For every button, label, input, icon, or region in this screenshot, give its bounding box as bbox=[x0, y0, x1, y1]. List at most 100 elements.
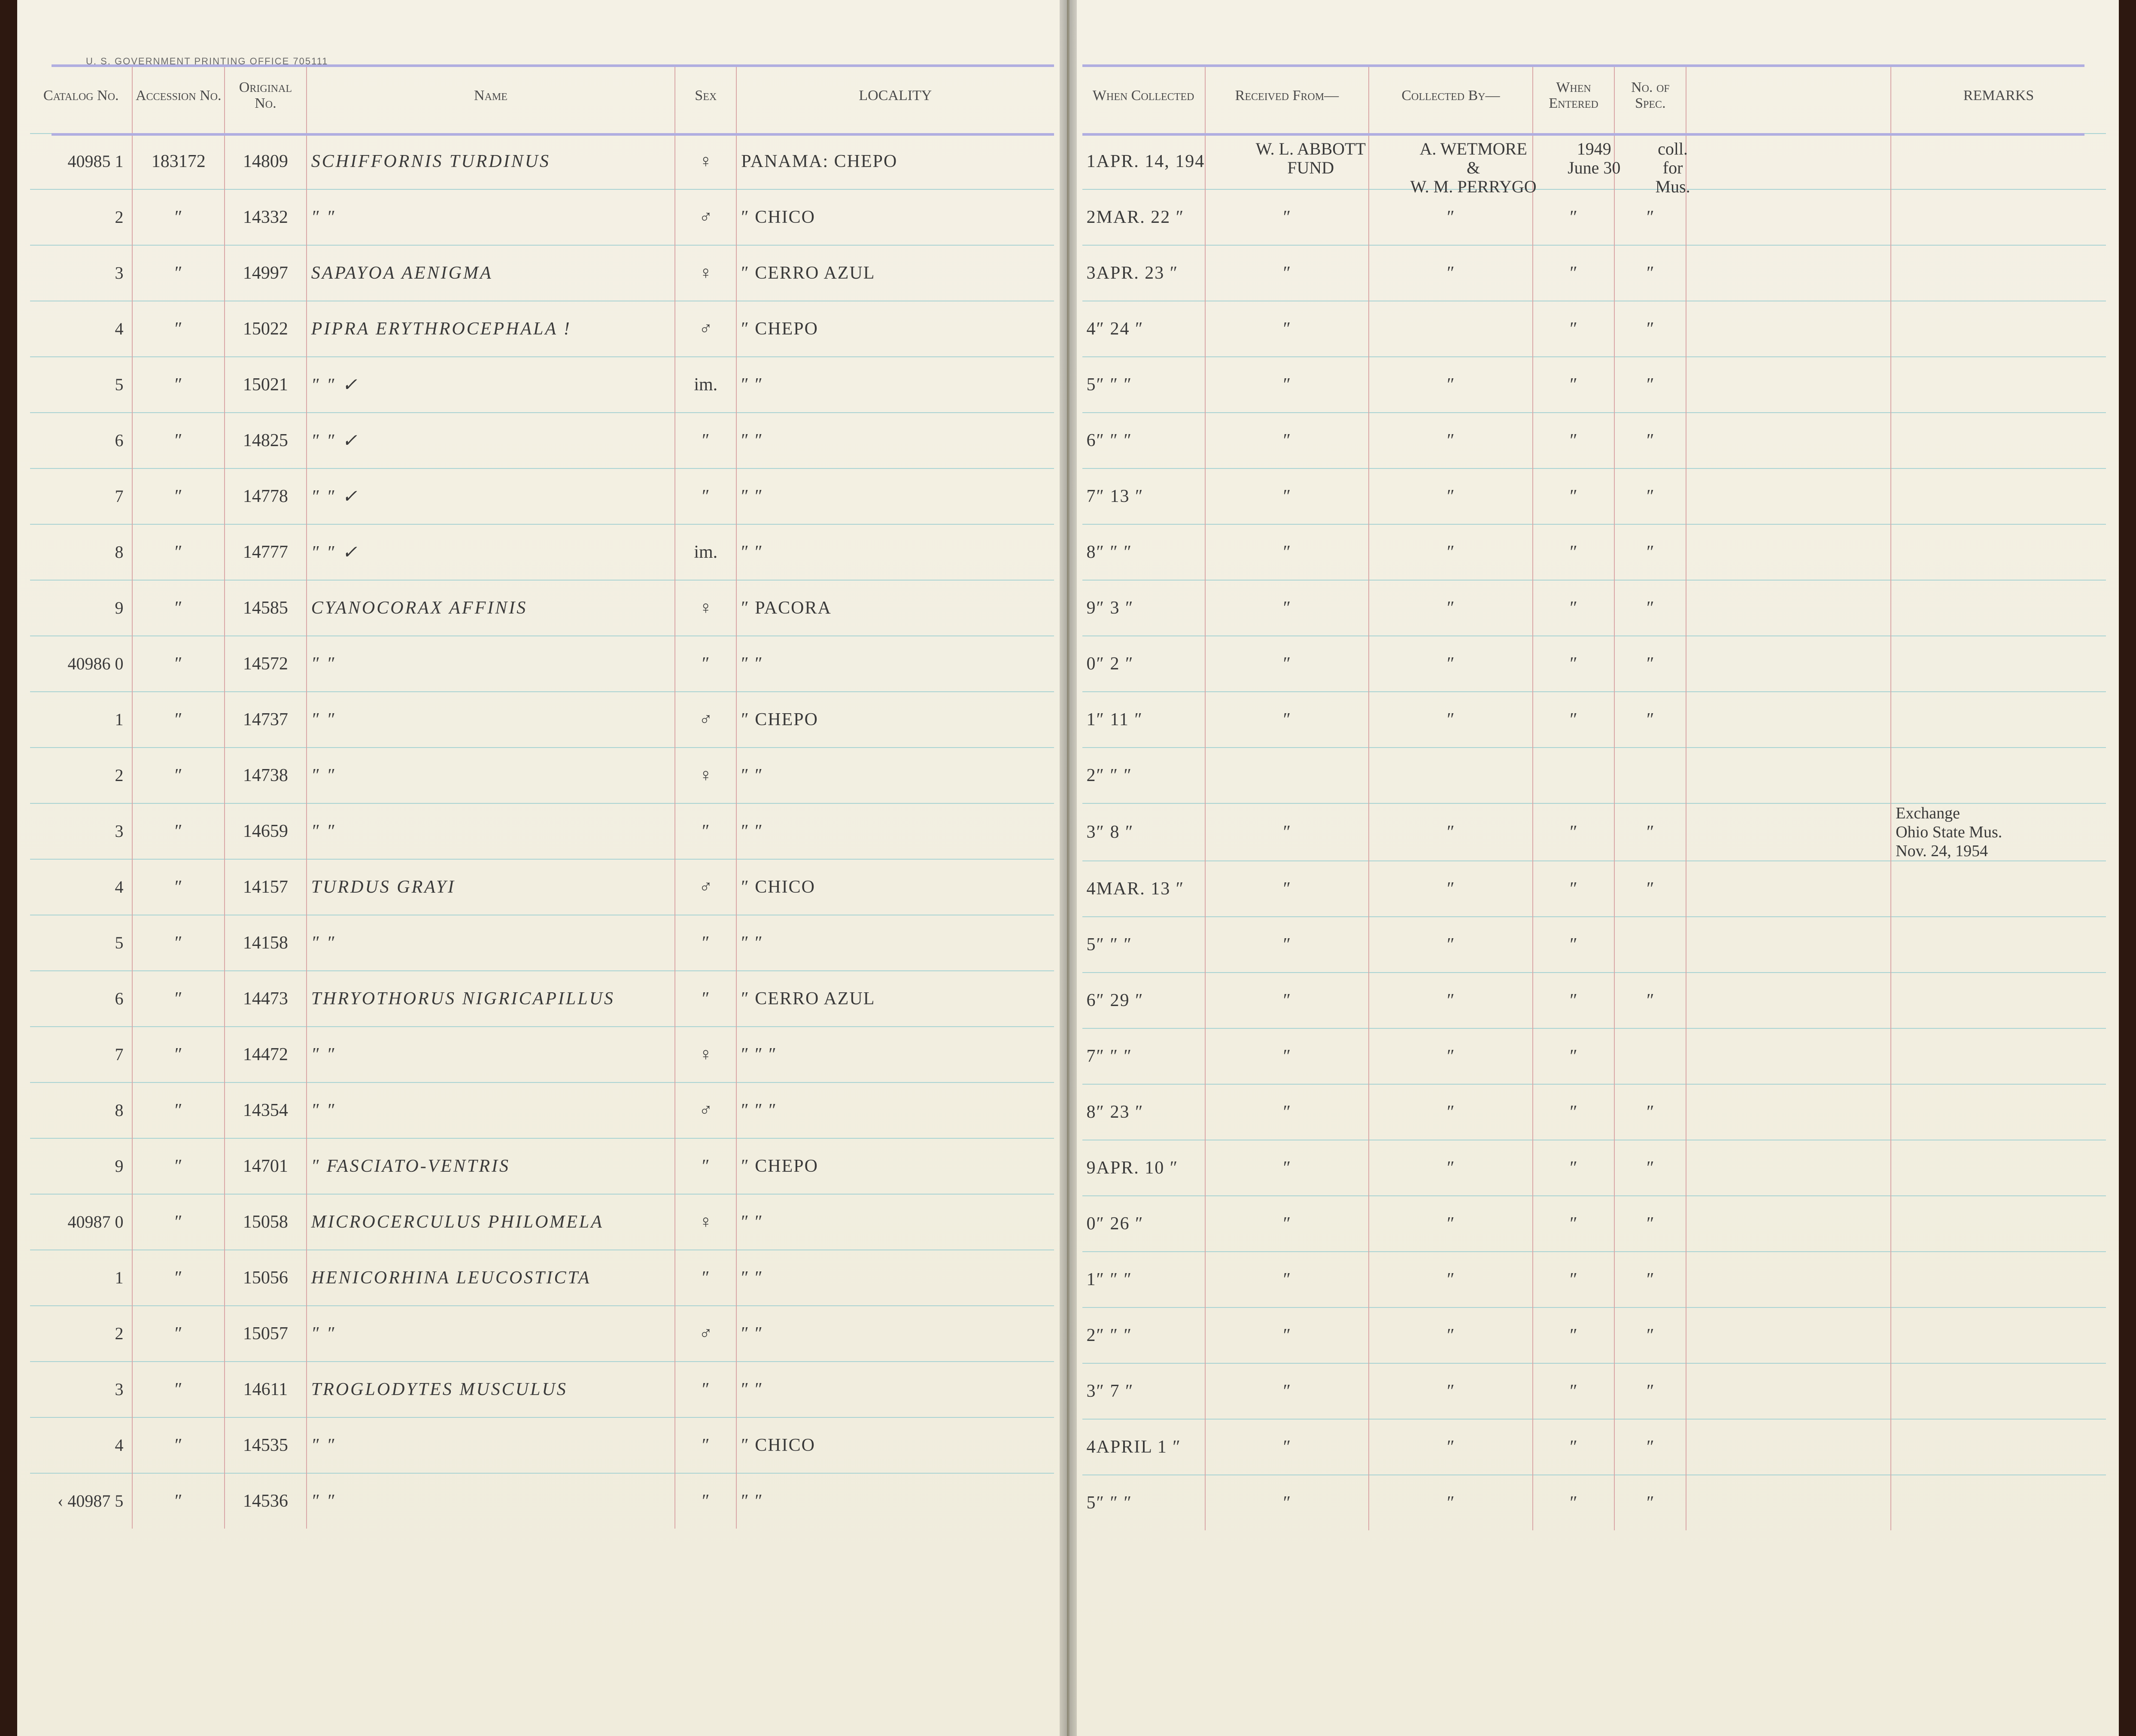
cell-sex: im. bbox=[675, 524, 736, 580]
table-row: 6″ ″ ″″″″″ bbox=[1082, 413, 2106, 468]
cell-entered: ″ bbox=[1533, 1140, 1615, 1196]
cell-remarks bbox=[1891, 973, 2106, 1028]
cell-accession: ″ bbox=[132, 1362, 225, 1417]
table-row: 9″ 3 ″″″″″ bbox=[1082, 580, 2106, 636]
cell-catalog: 7 bbox=[30, 1027, 132, 1082]
cell-accession: ″ bbox=[132, 859, 225, 915]
cell-blank bbox=[1686, 468, 1891, 524]
table-row: 3APR. 23 ″″″″″ bbox=[1082, 245, 2106, 301]
rule-top bbox=[52, 64, 1054, 67]
cell-spec: ″ bbox=[1614, 1419, 1686, 1475]
cell-name: ″ FASCIATO-VENTRIS bbox=[307, 1138, 675, 1194]
ledger-table-right: When Collected Received From— Collected … bbox=[1082, 67, 2106, 1530]
cell-sex: ♀ bbox=[675, 748, 736, 803]
cell-name: ″ ″ bbox=[307, 1306, 675, 1362]
cell-spec: ″ bbox=[1614, 1475, 1686, 1530]
cell-when-collected: 5″ ″ ″ bbox=[1082, 917, 1205, 973]
cell-collected-by: ″ bbox=[1369, 468, 1533, 524]
cell-original: 14473 bbox=[225, 971, 307, 1027]
cell-catalog: 3 bbox=[30, 245, 132, 301]
cell-catalog: 4 bbox=[30, 859, 132, 915]
cell-accession: ″ bbox=[132, 915, 225, 971]
cell-accession: ″ bbox=[132, 468, 225, 524]
cell-catalog: 9 bbox=[30, 1138, 132, 1194]
cell-collected-by: ″ bbox=[1369, 1028, 1533, 1084]
cell-blank bbox=[1686, 636, 1891, 692]
table-row: 5″ ″ ″″″″″ bbox=[1082, 1475, 2106, 1530]
table-row: 4APRIL 1 ″″″″″ bbox=[1082, 1419, 2106, 1475]
table-row: 9APR. 10 ″″″″″ bbox=[1082, 1140, 2106, 1196]
cell-accession: ″ bbox=[132, 1306, 225, 1362]
cell-collected-by: ″ bbox=[1369, 1363, 1533, 1419]
cell-name: HENICORHINA LEUCOSTICTA bbox=[307, 1250, 675, 1306]
cell-catalog: 5 bbox=[30, 915, 132, 971]
cell-spec: ″ bbox=[1614, 636, 1686, 692]
cell-accession: ″ bbox=[132, 748, 225, 803]
annot-collected: A. WETMORE & W. M. PERRYGO bbox=[1395, 140, 1552, 196]
cell-entered: ″ bbox=[1533, 1307, 1615, 1363]
table-row: 8″14354″ ″♂″ ″ ″ bbox=[30, 1082, 1054, 1138]
cell-blank bbox=[1686, 1475, 1891, 1530]
table-row: 6″ 29 ″″″″″ bbox=[1082, 973, 2106, 1028]
table-row: 8″ ″ ″″″″″ bbox=[1082, 524, 2106, 580]
cell-collected-by: ″ bbox=[1369, 1140, 1533, 1196]
cell-blank bbox=[1686, 1028, 1891, 1084]
cell-catalog: 2 bbox=[30, 189, 132, 245]
table-row: 2″14738″ ″♀″ ″ bbox=[30, 748, 1054, 803]
cell-when-collected: 1″ ″ ″ bbox=[1082, 1252, 1205, 1307]
cell-entered: ″ bbox=[1533, 357, 1615, 413]
cell-locality: ″ ″ bbox=[736, 748, 1054, 803]
cell-name: ″ ″ bbox=[307, 748, 675, 803]
cell-original: 14611 bbox=[225, 1362, 307, 1417]
cell-original: 15056 bbox=[225, 1250, 307, 1306]
cell-when-collected: 6″ 29 ″ bbox=[1082, 973, 1205, 1028]
left-page: U. S. GOVERNMENT PRINTING OFFICE 705111 … bbox=[17, 0, 1068, 1736]
table-row: 4″14535″ ″″″ CHICO bbox=[30, 1417, 1054, 1473]
cell-name: ″ ″ bbox=[307, 1417, 675, 1473]
cell-original: 14158 bbox=[225, 915, 307, 971]
cell-remarks bbox=[1891, 636, 2106, 692]
cell-entered: ″ bbox=[1533, 413, 1615, 468]
cell-catalog: 6 bbox=[30, 971, 132, 1027]
cell-remarks bbox=[1891, 748, 2106, 803]
cell-spec: ″ bbox=[1614, 803, 1686, 861]
cell-when-collected: 4MAR. 13 ″ bbox=[1082, 861, 1205, 917]
cell-received: ″ bbox=[1205, 468, 1369, 524]
cell-locality: ″ CERRO AZUL bbox=[736, 971, 1054, 1027]
cell-name: ″ ″ bbox=[307, 915, 675, 971]
cell-when-collected: 3″ 8 ″ bbox=[1082, 803, 1205, 861]
table-row: 2″14332″ ″♂″ CHICO bbox=[30, 189, 1054, 245]
cell-remarks bbox=[1891, 413, 2106, 468]
cell-name: ″ ″ ✓ bbox=[307, 357, 675, 413]
th-no-spec: No. of Spec. bbox=[1614, 67, 1686, 134]
cell-sex: ″ bbox=[675, 468, 736, 524]
table-row: 3″ 7 ″″″″″ bbox=[1082, 1363, 2106, 1419]
cell-accession: ″ bbox=[132, 245, 225, 301]
cell-blank bbox=[1686, 692, 1891, 748]
cell-collected-by: ″ bbox=[1369, 357, 1533, 413]
cell-collected-by: ″ bbox=[1369, 524, 1533, 580]
cell-original: 14585 bbox=[225, 580, 307, 636]
cell-entered: ″ bbox=[1533, 917, 1615, 973]
cell-received: ″ bbox=[1205, 357, 1369, 413]
table-row: 0″ 26 ″″″″″ bbox=[1082, 1196, 2106, 1252]
ledger-table-left: Catalog No. Accession No. Original No. N… bbox=[30, 67, 1054, 1529]
cell-spec bbox=[1614, 917, 1686, 973]
cell-entered: ″ bbox=[1533, 1028, 1615, 1084]
cell-received: ″ bbox=[1205, 1363, 1369, 1419]
cell-locality: ″ ″ bbox=[736, 1194, 1054, 1250]
th-remarks: REMARKS bbox=[1891, 67, 2106, 134]
cell-locality: ″ PACORA bbox=[736, 580, 1054, 636]
cell-blank bbox=[1686, 134, 1891, 189]
cell-received: ″ bbox=[1205, 301, 1369, 357]
cell-remarks bbox=[1891, 1307, 2106, 1363]
cell-spec: ″ bbox=[1614, 1307, 1686, 1363]
th-catalog: Catalog No. bbox=[30, 67, 132, 134]
cell-when-collected: 2″ ″ ″ bbox=[1082, 1307, 1205, 1363]
cell-catalog: 1 bbox=[30, 1250, 132, 1306]
cell-when-collected: 6″ ″ ″ bbox=[1082, 413, 1205, 468]
cell-entered bbox=[1533, 748, 1615, 803]
cell-remarks bbox=[1891, 245, 2106, 301]
cell-original: 14535 bbox=[225, 1417, 307, 1473]
cell-catalog: 8 bbox=[30, 1082, 132, 1138]
